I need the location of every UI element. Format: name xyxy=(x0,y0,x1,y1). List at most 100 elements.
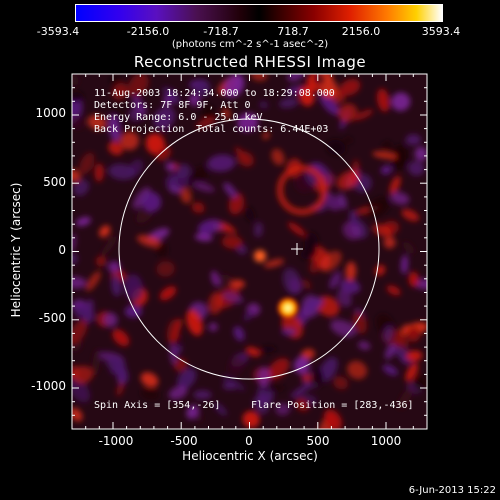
texture-blob xyxy=(177,368,197,390)
texture-blob xyxy=(112,329,130,347)
texture-blob xyxy=(329,271,342,289)
texture-blob xyxy=(141,191,162,212)
y-tick-label: -1000 xyxy=(31,379,66,393)
texture-blob xyxy=(186,309,203,336)
colorbar-tick-label: 2156.0 xyxy=(341,25,381,38)
texture-blob xyxy=(271,148,285,166)
texture-blob xyxy=(108,261,121,273)
texture-blob xyxy=(193,390,212,400)
texture-blob xyxy=(233,326,245,341)
x-tick-label: 1000 xyxy=(370,434,402,448)
texture-blob xyxy=(275,402,291,416)
annotation-time: 11-Aug-2003 18:24:34.000 to 18:29:08.000 xyxy=(94,88,335,99)
texture-blob xyxy=(300,247,317,260)
colorbar-tick-label: 3593.4 xyxy=(421,25,461,38)
texture-blob xyxy=(253,222,263,238)
texture-blob xyxy=(72,377,91,403)
texture-blob xyxy=(165,162,176,172)
texture-blob xyxy=(100,235,118,257)
texture-blob xyxy=(318,357,338,383)
texture-blob xyxy=(132,95,145,113)
y-tick-label: -500 xyxy=(38,311,66,325)
texture-blob xyxy=(140,372,159,388)
texture-blob xyxy=(333,376,349,390)
texture-blob xyxy=(402,241,415,254)
texture-blob xyxy=(94,163,104,182)
texture-blob xyxy=(165,171,189,192)
texture-blob xyxy=(389,175,401,195)
texture-blob xyxy=(219,222,237,234)
texture-blob xyxy=(345,261,357,281)
texture-blob xyxy=(279,97,299,109)
texture-blob xyxy=(87,114,107,130)
texture-blob xyxy=(413,278,427,290)
annotation-method: Back Projection xyxy=(94,124,185,135)
x-tick-label: 0 xyxy=(245,434,253,448)
texture-blob xyxy=(323,409,342,429)
texture-blob xyxy=(116,381,125,397)
texture-blob xyxy=(72,319,88,344)
texture-blob xyxy=(106,356,126,372)
texture-blob xyxy=(194,79,211,98)
colorbar-units: (photons cm^-2 s^-1 asec^-2) xyxy=(171,39,329,50)
texture-blob xyxy=(343,136,353,144)
texture-blob xyxy=(342,221,361,240)
texture-blob xyxy=(99,225,111,238)
texture-blob xyxy=(381,141,393,151)
texture-blob xyxy=(295,397,310,412)
texture-blob xyxy=(95,255,107,267)
texture-blob xyxy=(72,407,83,422)
texture-blob xyxy=(85,271,101,292)
texture-blob xyxy=(173,345,183,355)
image-map xyxy=(72,74,427,429)
texture-blob xyxy=(207,154,236,172)
texture-blob xyxy=(398,387,413,410)
texture-blob xyxy=(262,131,270,140)
texture-blob xyxy=(192,181,215,193)
texture-blob xyxy=(221,235,243,249)
texture-blob xyxy=(372,151,398,159)
x-axis-title: Heliocentric X (arcsec) xyxy=(182,449,318,463)
y-axis-title: Heliocentric Y (arcsec) xyxy=(9,182,23,318)
texture-blob xyxy=(202,105,215,121)
annotation-energy: Energy Range: 6.0 - 25.0 keV xyxy=(94,112,263,123)
texture-blob xyxy=(299,85,315,107)
texture-blob xyxy=(230,279,245,289)
texture-blob xyxy=(339,79,361,96)
texture-blob xyxy=(287,74,305,81)
texture-blob xyxy=(376,88,390,112)
texture-blob xyxy=(281,328,297,336)
texture-blob xyxy=(236,151,255,167)
texture-blob xyxy=(390,192,410,205)
texture-blob xyxy=(140,387,160,401)
texture-blob xyxy=(250,74,268,82)
sun-center-marker xyxy=(291,243,303,255)
texture-blob xyxy=(72,114,84,130)
texture-blob xyxy=(414,146,427,161)
texture-blob xyxy=(72,74,79,86)
x-tick-label: -1000 xyxy=(98,434,134,448)
texture-blob xyxy=(191,202,205,214)
texture-blob xyxy=(136,234,163,248)
x-tick-label: 500 xyxy=(306,434,330,448)
texture-blob xyxy=(301,279,312,290)
texture-blob xyxy=(72,276,87,289)
y-tick-label: 0 xyxy=(58,243,66,257)
texture-blob xyxy=(245,206,255,222)
texture-blob xyxy=(168,386,188,400)
texture-blob xyxy=(305,297,324,312)
texture-blob xyxy=(382,364,398,376)
texture-blob xyxy=(180,187,192,204)
texture-blob xyxy=(391,144,409,171)
plot-title: Reconstructed RHESSI Image xyxy=(133,53,367,71)
texture-blob xyxy=(282,268,301,295)
texture-blob xyxy=(214,402,227,416)
annotation-spin-axis: Spin Axis = [354,-26] xyxy=(94,400,221,411)
texture-blob xyxy=(72,253,78,265)
texture-blob xyxy=(211,270,220,287)
texture-blob xyxy=(358,341,371,350)
annotation-counts: Total counts: 6.44E+03 xyxy=(196,124,329,135)
x-tick-label: -500 xyxy=(170,434,198,448)
